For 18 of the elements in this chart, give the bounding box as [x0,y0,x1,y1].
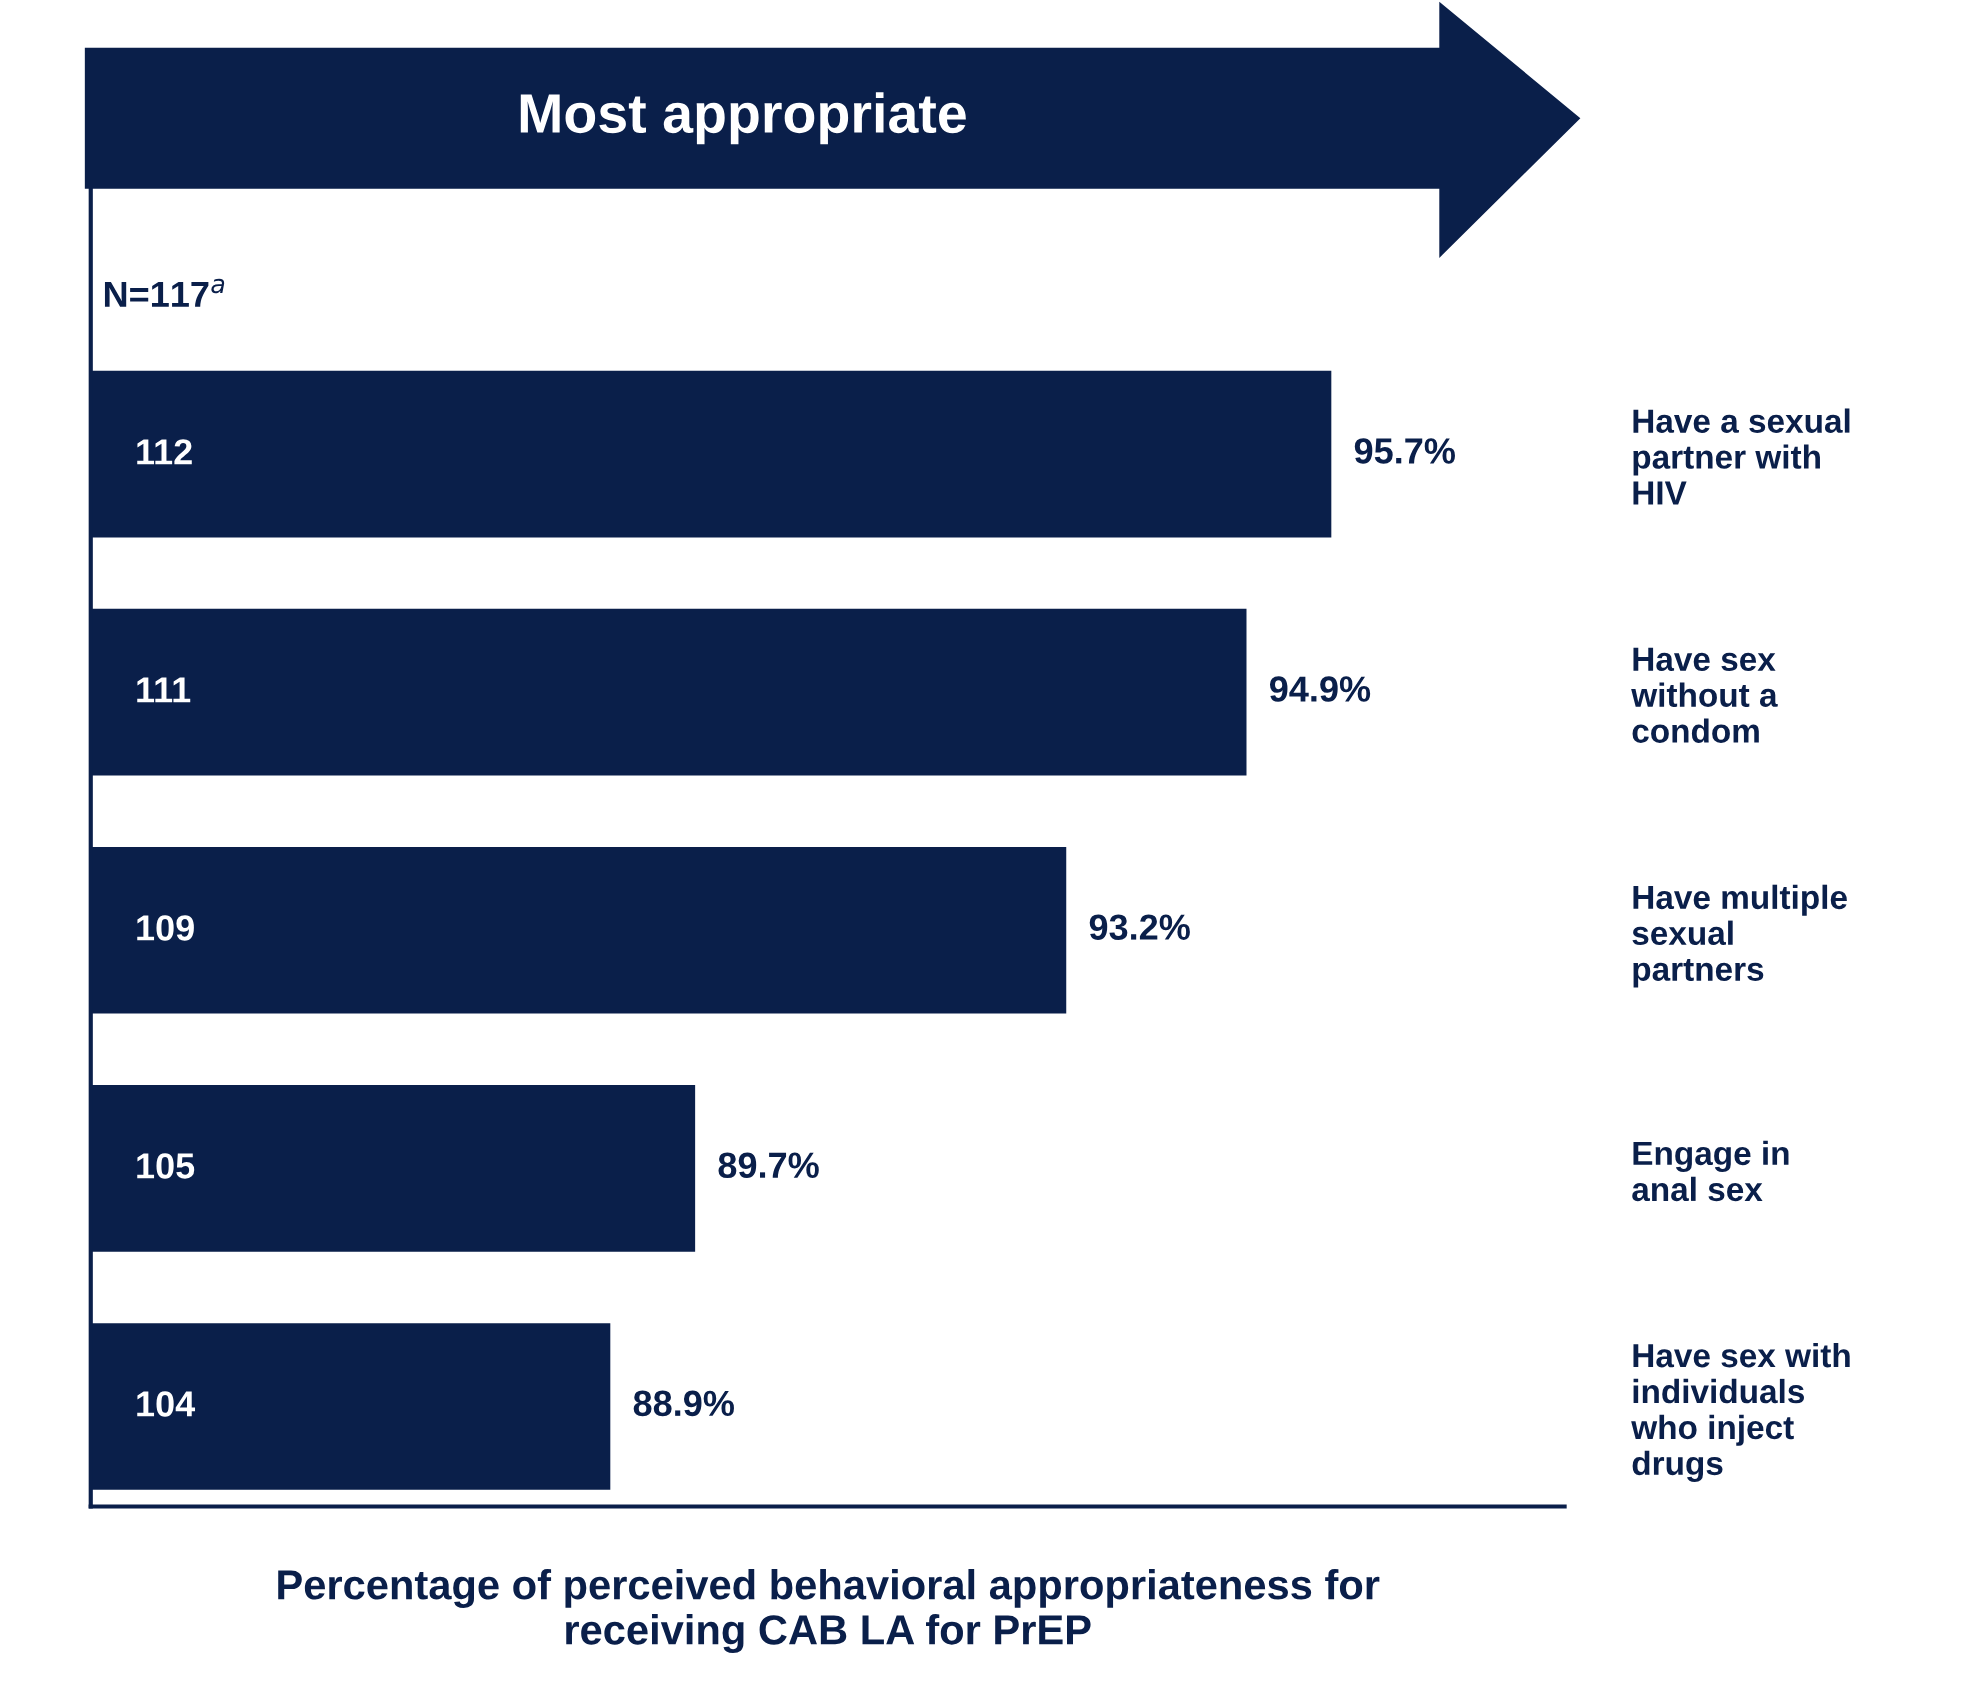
data-label: 93.2% [1089,914,1190,941]
annotation: 105 [137,1153,195,1179]
annotation: 104 [137,1391,196,1417]
data-label: 89.7% [718,1152,819,1179]
y-tick-label: Have multiple sexual partners [1632,884,1847,988]
data-label: 94.9% [1269,676,1371,702]
data-label: 88.9% [633,1390,734,1417]
annotation: 112 [137,439,192,465]
x-axis-title: Percentage of perceived behavioral appropriateness for receiving CAB LA for PrEP [278,1568,1380,1654]
y-tick-label: Have sex without a condom [1631,647,1778,743]
chart-title: Most appropriate [520,92,966,145]
y-tick-label: Engage in anal sex [1632,1140,1789,1202]
y-tick-label: Have sex with individuals who inject drugs [1631,1342,1850,1482]
y-tick-label: Have a sexual partner with HIV [1633,408,1850,505]
annotation: N=117$^{a}$ [104,278,225,307]
annotation: 109 [137,915,194,941]
data-label: 95.7% [1354,438,1455,464]
annotation: 111 [137,677,191,703]
